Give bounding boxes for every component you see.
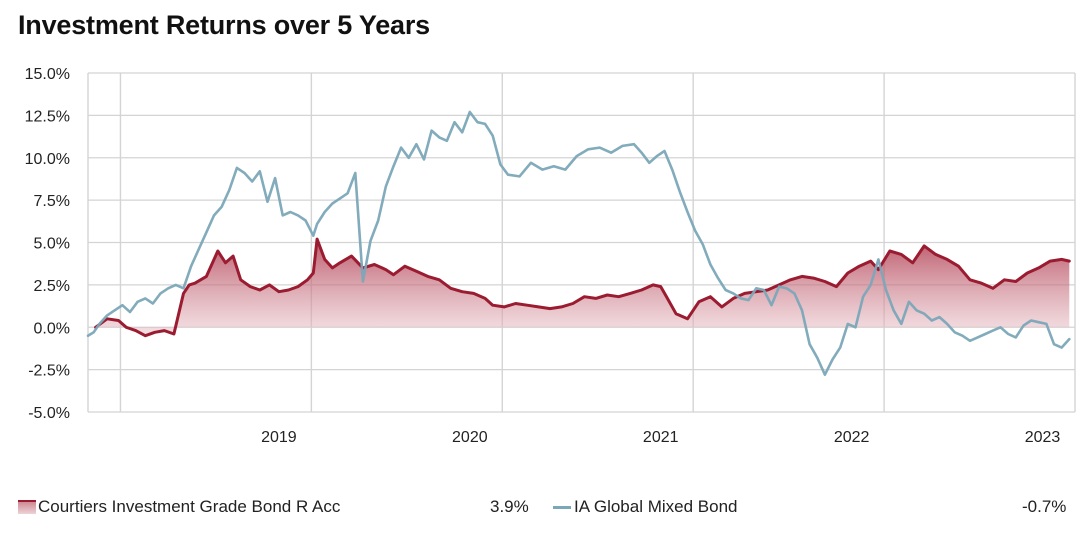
x-tick-label: 2023 (1025, 429, 1061, 446)
legend-label-sector: IA Global Mixed Bond (574, 497, 738, 516)
series-line (94, 237, 1071, 338)
y-tick-label: -2.5% (28, 363, 70, 380)
x-tick-label: 2019 (261, 429, 297, 446)
legend-swatch-fund (18, 500, 36, 514)
legend-item-fund[interactable]: Courtiers Investment Grade Bond R Acc (18, 497, 340, 517)
legend: Courtiers Investment Grade Bond R Acc 3.… (18, 497, 1078, 521)
y-tick-label: 12.5% (25, 108, 70, 125)
legend-swatch-sector (553, 505, 571, 509)
y-axis: 15.0% 12.5% 10.0% 7.5% 5.0% 2.5% 0.0% -2.5% -5.0… (25, 66, 70, 422)
x-tick-label: 2020 (452, 429, 488, 446)
y-tick-label: 2.5% (34, 278, 70, 295)
chart-plot: 15.0% 12.5% 10.0% 7.5% 5.0% 2.5% 0.0% -2.5% -5.0… (25, 66, 1076, 446)
y-tick-label: 0.0% (34, 320, 70, 337)
x-tick-label: 2021 (643, 429, 679, 446)
chart-title: Investment Returns over 5 Years (18, 10, 430, 40)
x-axis: 2019 2020 2021 2022 2023 (261, 429, 1060, 446)
y-tick-label: 7.5% (34, 193, 70, 210)
grid-lines (87, 72, 1076, 413)
legend-value-fund: 3.9% (490, 497, 529, 516)
y-tick-label: -5.0% (28, 405, 70, 422)
y-tick-label: 5.0% (34, 236, 70, 253)
legend-value-sector: -0.7% (1022, 497, 1067, 516)
x-tick-label: 2022 (834, 429, 870, 446)
series-fund (94, 237, 1071, 338)
legend-item-sector[interactable]: IA Global Mixed Bond (553, 497, 737, 517)
series-line (86, 110, 1071, 376)
series-sector (86, 110, 1071, 376)
series-area (95, 239, 1070, 336)
legend-label-fund: Courtiers Investment Grade Bond R Acc (38, 497, 341, 516)
y-tick-label: 15.0% (25, 66, 70, 83)
series-layer (86, 110, 1071, 376)
y-tick-label: 10.0% (25, 151, 70, 168)
